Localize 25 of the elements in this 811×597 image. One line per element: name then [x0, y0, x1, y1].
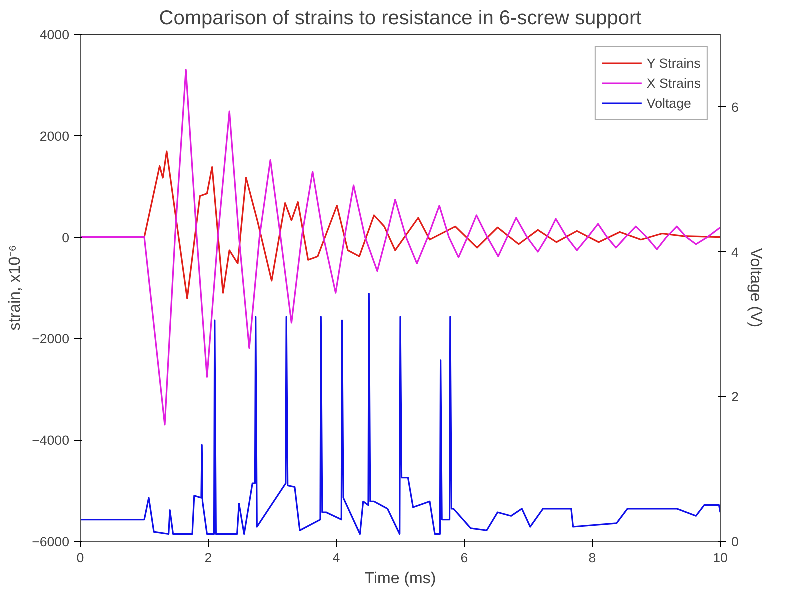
y-tick-label: −6000	[32, 534, 70, 550]
y-tick-label: −4000	[32, 433, 70, 448]
y-tick-label: 2000	[40, 128, 70, 144]
y-tick-label: −2000	[32, 332, 70, 347]
y-axis-title: strain, x10⁻⁶	[7, 245, 24, 331]
x-tick-label: 8	[588, 550, 596, 566]
line-series	[80, 292, 720, 536]
x-tick-label: 10	[713, 550, 728, 566]
y-tick-label: 4000	[40, 28, 70, 42]
legend-label: X Strains	[646, 76, 701, 90]
x-tick-label: 6	[460, 550, 468, 566]
x-axis-title: Time (ms)	[364, 570, 436, 588]
line-series	[80, 69, 720, 426]
y2-axis-title: Voltage (V)	[746, 248, 764, 328]
y2-tick-label: 4	[732, 244, 740, 260]
x-tick-label: 2	[204, 550, 212, 566]
y2-tick-label: 6	[732, 100, 739, 115]
y2-tick-label: 2	[732, 390, 739, 405]
legend-label: Y Strains	[646, 56, 701, 70]
chart-title: Comparison of strains to resistance in 6-screw support	[159, 8, 642, 30]
x-tick-label: 0	[76, 550, 84, 566]
y-tick-label: 0	[62, 230, 70, 246]
y2-tick-label: 0	[732, 534, 739, 550]
x-tick-label: 4	[332, 550, 341, 566]
legend-label: Voltage	[646, 96, 692, 110]
